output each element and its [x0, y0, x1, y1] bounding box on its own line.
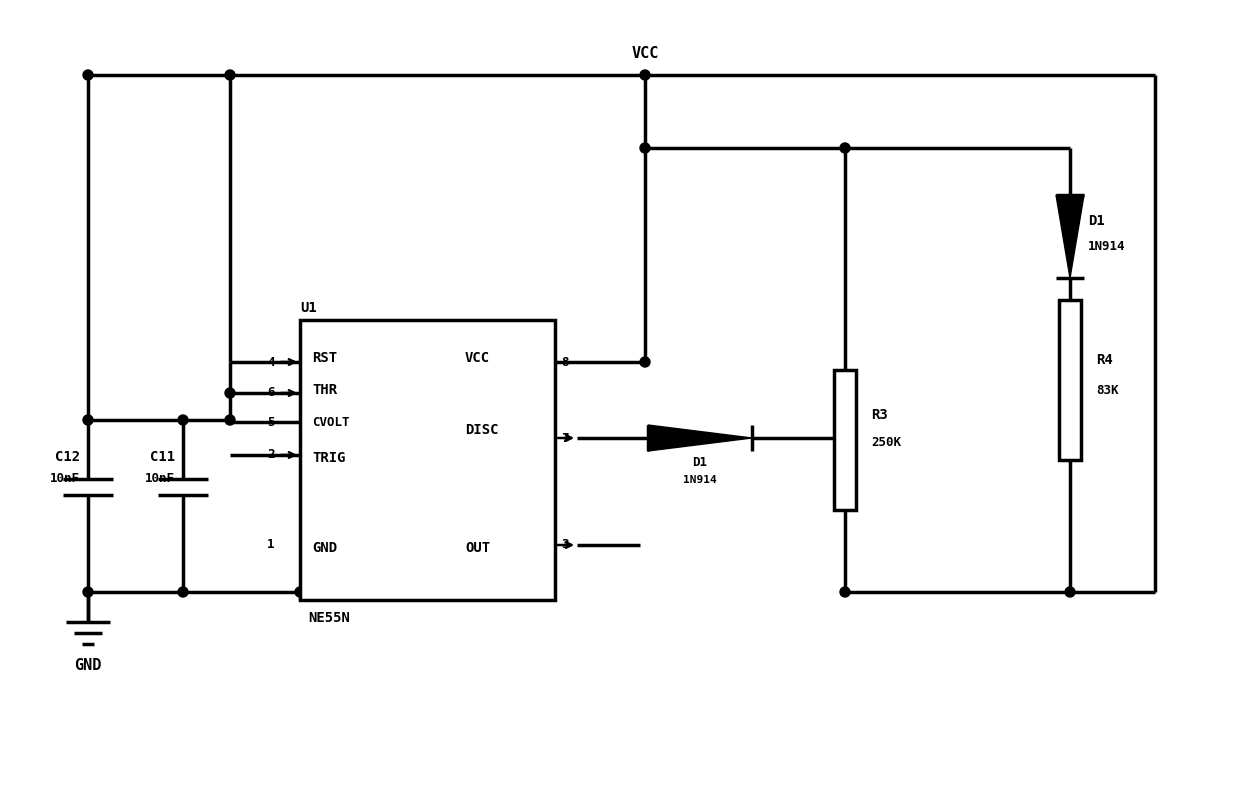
Text: 4: 4 — [266, 356, 275, 368]
Text: GND: GND — [74, 658, 102, 673]
Text: 1: 1 — [266, 539, 275, 551]
Text: 2: 2 — [266, 448, 275, 462]
Circle shape — [225, 415, 235, 425]
Text: 6: 6 — [266, 387, 275, 400]
Circle shape — [840, 143, 850, 153]
Circle shape — [225, 70, 235, 80]
Text: D1: D1 — [693, 456, 707, 470]
Text: 8: 8 — [561, 356, 569, 368]
Circle shape — [178, 587, 188, 597]
Circle shape — [1066, 587, 1075, 597]
Circle shape — [641, 143, 650, 153]
Text: DISC: DISC — [465, 423, 498, 437]
Circle shape — [641, 357, 650, 367]
Text: OUT: OUT — [465, 541, 491, 555]
Polygon shape — [1056, 195, 1084, 278]
Circle shape — [840, 587, 850, 597]
Text: C12: C12 — [55, 450, 81, 464]
Text: R4: R4 — [1097, 353, 1113, 367]
Text: 10nF: 10nF — [50, 472, 81, 486]
Text: NE55N: NE55N — [309, 611, 349, 625]
Text: THR: THR — [312, 383, 337, 397]
Circle shape — [83, 587, 93, 597]
Text: 250K: 250K — [871, 436, 901, 450]
Circle shape — [295, 587, 305, 597]
Text: R3: R3 — [871, 408, 888, 422]
Circle shape — [178, 415, 188, 425]
Text: CVOLT: CVOLT — [312, 415, 349, 428]
Circle shape — [840, 433, 850, 443]
Text: VCC: VCC — [465, 351, 491, 365]
Text: C11: C11 — [150, 450, 175, 464]
Text: VCC: VCC — [632, 46, 659, 61]
Text: U1: U1 — [300, 301, 317, 315]
Bar — [834, 370, 856, 510]
Text: 3: 3 — [561, 539, 569, 551]
Text: TRIG: TRIG — [312, 451, 346, 465]
Circle shape — [641, 70, 650, 80]
Text: RST: RST — [312, 351, 337, 365]
Circle shape — [83, 415, 93, 425]
Bar — [300, 320, 555, 600]
Text: 10nF: 10nF — [145, 472, 175, 486]
Circle shape — [225, 388, 235, 398]
Polygon shape — [648, 425, 752, 451]
Text: 83K: 83K — [1097, 384, 1119, 396]
Circle shape — [83, 70, 93, 80]
Text: 7: 7 — [561, 431, 569, 444]
Text: 5: 5 — [266, 415, 275, 428]
Text: 1N914: 1N914 — [1088, 240, 1125, 252]
Bar — [1059, 300, 1080, 460]
Text: D1: D1 — [1088, 214, 1105, 228]
Text: GND: GND — [312, 541, 337, 555]
Text: 1N914: 1N914 — [683, 475, 717, 485]
